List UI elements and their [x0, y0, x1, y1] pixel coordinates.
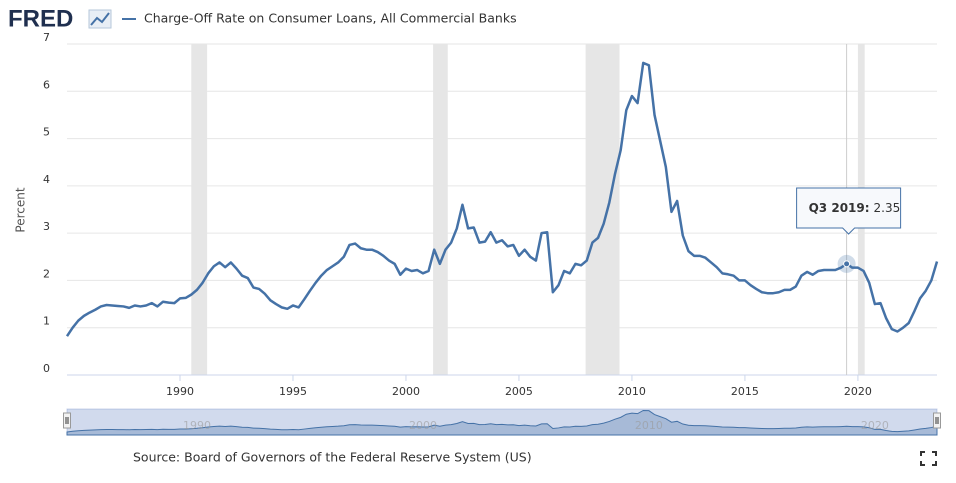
- legend-label: Charge-Off Rate on Consumer Loans, All C…: [144, 11, 517, 26]
- y-tick-label: 4: [43, 173, 50, 186]
- x-tick-label: 1995: [279, 385, 307, 398]
- y-tick-label: 5: [43, 126, 50, 139]
- fullscreen-button[interactable]: [920, 451, 937, 466]
- navigator-handle: [63, 412, 71, 429]
- recession-band: [433, 44, 448, 375]
- navigator-bg: [66, 408, 938, 436]
- x-tick-label: 2020: [844, 385, 872, 398]
- x-tick-label: 2015: [731, 385, 759, 398]
- tooltip-label: Q3 2019:: [809, 201, 870, 215]
- x-tick-label: 1990: [166, 385, 194, 398]
- navigator-tick-label: 2010: [635, 419, 663, 432]
- navigator-tick-label: 1990: [183, 419, 211, 432]
- navigator-handle: [933, 412, 941, 429]
- y-tick-label: 6: [43, 78, 50, 91]
- tooltip-box: [796, 187, 902, 235]
- tooltip-text: Q3 2019: 2.35: [809, 201, 901, 215]
- y-tick-label: 3: [43, 220, 50, 233]
- recession-band: [191, 44, 208, 375]
- source: Source: Board of Governors of the Federa…: [133, 450, 532, 465]
- series-line: [65, 61, 939, 337]
- y-tick-label: 2: [43, 267, 50, 280]
- brand-logo: FRED: [8, 5, 73, 32]
- x-tick-label: 2010: [618, 385, 646, 398]
- navigator-tick-label: 2000: [409, 419, 437, 432]
- hover-point: [843, 260, 851, 268]
- navigator-mask: [67, 409, 937, 435]
- x-tick-label: 2000: [392, 385, 420, 398]
- y-tick-label: 1: [43, 315, 50, 328]
- y-tick-label: 0: [43, 362, 50, 375]
- logo-icon: [88, 9, 112, 29]
- y-tick-label: 7: [43, 31, 50, 44]
- tooltip-value: 2.35: [874, 201, 901, 215]
- navigator-area: [66, 409, 938, 436]
- y-axis-label: Percent: [14, 187, 28, 232]
- navigator-tick-label: 2020: [861, 419, 889, 432]
- x-tick-label: 2005: [505, 385, 533, 398]
- recession-band: [585, 44, 620, 375]
